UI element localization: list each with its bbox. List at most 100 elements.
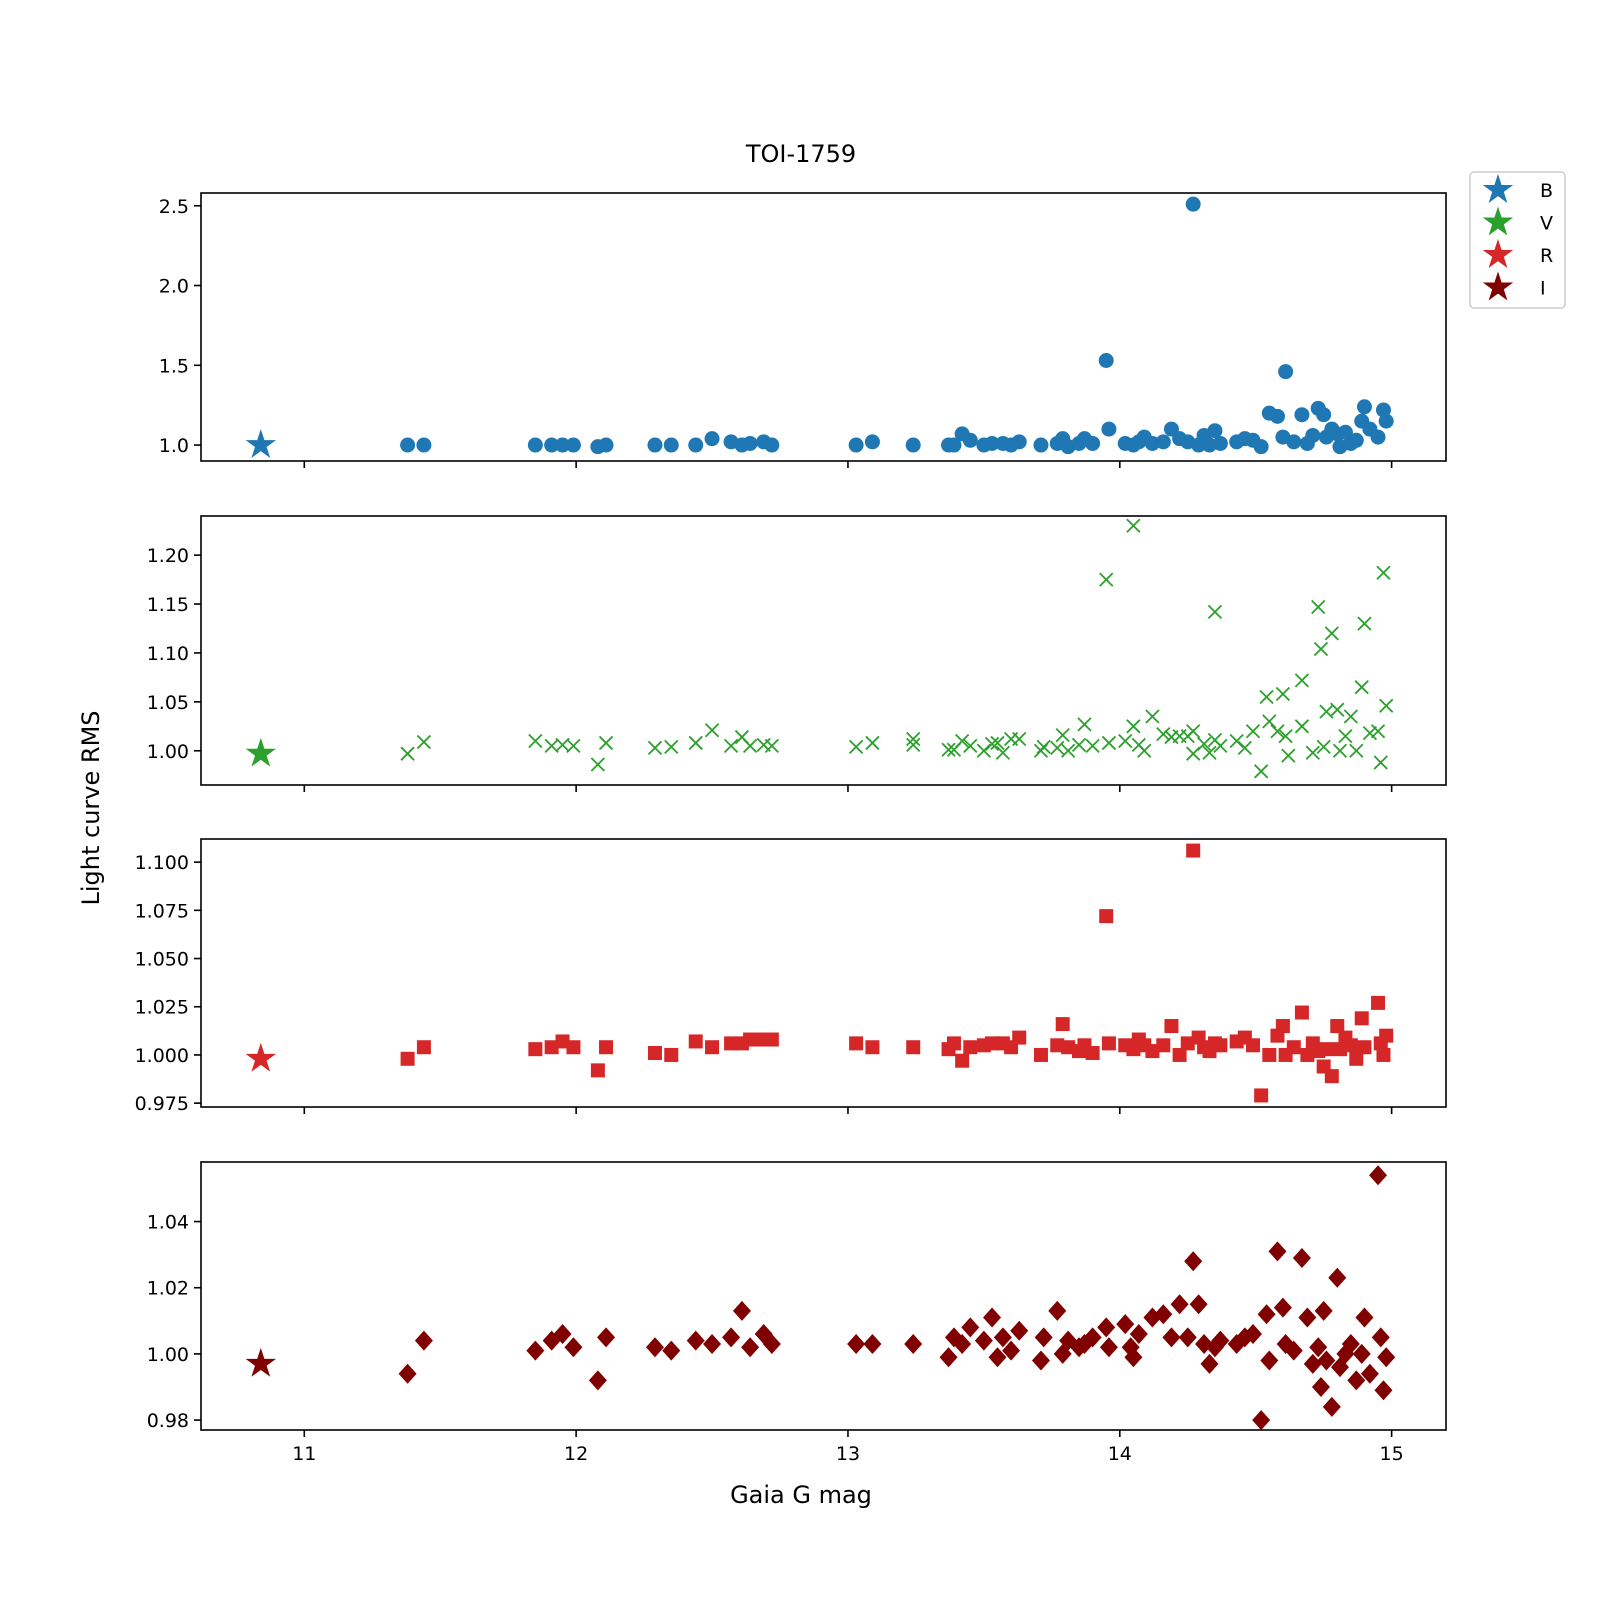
data-point	[1376, 565, 1391, 580]
y-tick-label: 1.00	[147, 741, 189, 763]
data-point	[990, 735, 1005, 751]
data-point	[1294, 719, 1310, 734]
data-point	[1011, 434, 1027, 450]
data-point	[1033, 1047, 1048, 1062]
data-point	[1164, 1019, 1179, 1034]
data-point	[1317, 1350, 1336, 1371]
data-point	[985, 1036, 1000, 1051]
axes-frame	[200, 838, 1447, 1108]
data-point	[1012, 1030, 1027, 1045]
data-point	[1324, 626, 1339, 641]
data-point	[963, 1040, 978, 1055]
data-point	[1048, 1300, 1067, 1321]
data-point	[663, 437, 679, 453]
data-point	[764, 437, 780, 453]
data-point	[1281, 748, 1296, 763]
data-point	[1071, 737, 1087, 753]
data-point	[566, 738, 581, 754]
x-tick-label: 12	[564, 1443, 588, 1465]
legend-label: B	[1540, 180, 1553, 202]
data-point	[1213, 1038, 1228, 1053]
panel-B: 1.0 1.5 2.0 2.5	[159, 192, 1447, 468]
legend-label: R	[1540, 245, 1553, 267]
data-point	[993, 1327, 1012, 1348]
data-point	[1369, 1165, 1388, 1186]
data-point	[741, 1337, 760, 1358]
y-axis-label: Light curve RMS	[77, 710, 105, 905]
data-point	[1337, 424, 1353, 440]
data-point	[1156, 1038, 1171, 1053]
data-point	[865, 735, 880, 751]
data-point	[1371, 995, 1386, 1010]
data-point	[1124, 1347, 1143, 1368]
y-tick-label: 1.000	[135, 1045, 189, 1067]
y-tick-label: 1.075	[135, 900, 189, 922]
data-point	[1050, 740, 1065, 755]
data-point	[1085, 1046, 1100, 1061]
data-point	[1328, 1267, 1347, 1288]
data-point	[1262, 1047, 1277, 1062]
target-star	[245, 737, 277, 767]
data-point	[1145, 709, 1160, 724]
data-point	[1099, 572, 1114, 587]
data-point	[416, 1040, 431, 1055]
data-point	[906, 737, 921, 753]
data-point	[1330, 1019, 1345, 1034]
data-point	[1275, 686, 1291, 702]
data-point	[1185, 196, 1201, 212]
data-point	[590, 757, 606, 772]
data-point	[732, 1300, 751, 1321]
legend-star-icon	[1482, 271, 1514, 301]
y-tick-label: 1.10	[147, 643, 189, 665]
data-point	[1252, 1410, 1271, 1431]
data-point	[1254, 764, 1269, 779]
data-point	[565, 437, 581, 453]
data-point	[1077, 717, 1092, 732]
data-point	[1061, 743, 1076, 758]
y-tick-label: 1.00	[147, 1344, 189, 1366]
data-point	[1311, 1376, 1330, 1397]
x-tick-label: 15	[1380, 1443, 1404, 1465]
data-point	[1294, 407, 1310, 423]
data-point	[1033, 437, 1049, 453]
data-point	[1322, 1396, 1341, 1417]
data-point	[983, 1307, 1002, 1328]
data-point	[1180, 1036, 1195, 1051]
data-point	[743, 1032, 758, 1047]
data-point	[1099, 1337, 1118, 1358]
data-point	[1377, 1347, 1396, 1368]
data-point	[1237, 740, 1252, 755]
data-point	[723, 738, 739, 754]
axes-frame	[200, 515, 1447, 786]
legend-star-icon	[1482, 206, 1514, 236]
data-point	[1162, 1327, 1181, 1348]
data-point	[1098, 353, 1114, 368]
y-tick-label: 1.02	[147, 1278, 189, 1300]
data-point	[906, 731, 921, 747]
data-point	[1273, 1297, 1292, 1318]
data-point	[762, 1333, 781, 1354]
data-point	[1347, 1370, 1366, 1391]
data-point	[1245, 1038, 1260, 1053]
data-point	[1137, 743, 1152, 758]
data-point	[742, 738, 758, 754]
data-point	[1055, 1017, 1070, 1032]
data-point	[1374, 1380, 1393, 1401]
y-tick-label: 1.5	[159, 355, 189, 377]
data-point	[688, 437, 704, 453]
data-point	[598, 735, 614, 751]
target-star	[245, 429, 277, 458]
data-point	[1061, 1040, 1076, 1055]
legend-star-icon	[1482, 239, 1514, 268]
legend-item-V: V	[1482, 206, 1553, 236]
data-point	[1129, 1324, 1148, 1345]
data-point	[416, 734, 432, 750]
legend-item-B: B	[1482, 174, 1553, 203]
data-point	[555, 437, 571, 453]
data-point	[1379, 1028, 1394, 1043]
x-axis-label: Gaia G mag	[730, 1481, 872, 1509]
data-point	[1186, 724, 1201, 739]
data-point	[1338, 728, 1353, 744]
data-point	[764, 738, 779, 754]
